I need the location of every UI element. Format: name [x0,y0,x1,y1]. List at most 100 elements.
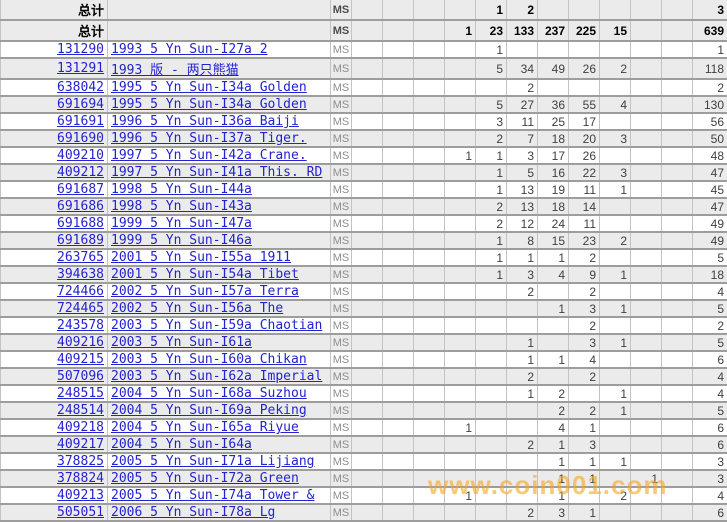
coin-description-link[interactable]: 2006 5 Yn Sun-I78a Lg [111,505,275,520]
catalog-id-link[interactable]: 691688 [57,216,104,231]
catalog-id-cell: 409213 [1,487,108,504]
coin-description-link[interactable]: 2005 5 Yn Sun-I71a Lijiang [111,454,315,469]
catalog-id-link[interactable]: 638042 [57,80,104,95]
coin-description-cell: 2004 5 Yn Sun-I68a Suzhou [108,385,331,402]
coin-description-link[interactable]: 2002 5 Yn Sun-I56a The [111,301,283,316]
coin-description-link[interactable]: 2004 5 Yn Sun-I69a Peking [111,403,307,418]
coin-description-link[interactable]: 2003 5 Yn Sun-I61a [111,335,252,350]
catalog-id-link[interactable]: 248514 [57,403,104,418]
catalog-id-link[interactable]: 409217 [57,437,104,452]
catalog-id-link[interactable]: 409218 [57,420,104,435]
coin-description-link[interactable]: 2001 5 Yn Sun-I55a 1911 [111,250,291,265]
row-total-cell: 2 [693,317,727,334]
count-cell-6: 13 [507,198,538,215]
catalog-id-link[interactable]: 724465 [57,301,104,316]
catalog-id-link[interactable]: 409210 [57,148,104,163]
coin-description-cell: 1993 版 - 两只熊猫 [108,58,331,79]
catalog-id-link[interactable]: 378825 [57,454,104,469]
coin-description-link[interactable]: 1999 5 Yn Sun-I47a [111,216,252,231]
catalog-id-link[interactable]: 263765 [57,250,104,265]
catalog-id-link[interactable]: 505051 [57,505,104,520]
count-cell-5: 23 [476,20,507,41]
count-cell-9: 4 [600,96,631,113]
catalog-id-link[interactable]: 507096 [57,369,104,384]
coin-description-link[interactable]: 1997 5 Yn Sun-I41a This. RD [111,165,322,180]
coin-description-link[interactable]: 2003 5 Yn Sun-I60a Chikan [111,352,307,367]
count-cell-7 [538,79,569,96]
coin-description-link[interactable]: 2004 5 Yn Sun-I65a Riyue [111,420,299,435]
catalog-id-cell: 总计 [1,20,108,41]
grade-ms-cell: MS [331,334,352,351]
count-cell-5: 1 [476,41,507,58]
catalog-id-link[interactable]: 691694 [57,97,104,112]
coin-description-link[interactable]: 2001 5 Yn Sun-I54a Tibet [111,267,299,282]
catalog-id-link[interactable]: 691691 [57,114,104,129]
coin-description-cell [108,20,331,41]
coin-description-link[interactable]: 2004 5 Yn Sun-I64a [111,437,252,452]
count-cell-5: 1 [476,164,507,181]
count-cell-7: 4 [538,266,569,283]
count-cell-1 [352,453,383,470]
count-cell-6: 8 [507,232,538,249]
catalog-id-link[interactable]: 131291 [57,61,104,76]
count-cell-9: 1 [600,402,631,419]
coin-description-link[interactable]: 1996 5 Yn Sun-I36a Baiji [111,114,299,129]
count-cell-10 [631,164,662,181]
coin-description-link[interactable]: 2004 5 Yn Sun-I68a Suzhou [111,386,307,401]
count-cell-4 [445,283,476,300]
count-cell-10 [631,79,662,96]
coin-description-link[interactable]: 1995 5 Yn Sun-I34a Golden [111,80,307,95]
count-cell-7: 1 [538,487,569,504]
catalog-id-link[interactable]: 131290 [57,42,104,57]
catalog-id-link[interactable]: 409216 [57,335,104,350]
catalog-id-link[interactable]: 691690 [57,131,104,146]
count-cell-11 [662,20,693,41]
row-total-cell: 49 [693,215,727,232]
count-cell-9: 1 [600,266,631,283]
count-cell-2 [383,453,414,470]
grade-ms-cell: MS [331,164,352,181]
count-cell-6: 2 [507,368,538,385]
count-cell-5 [476,368,507,385]
coin-description-link[interactable]: 1993 版 - 两只熊猫 [111,63,239,78]
coin-description-link[interactable]: 1997 5 Yn Sun-I42a Crane. [111,148,307,163]
coin-description-link[interactable]: 2003 5 Yn Sun-I62a Imperial [111,369,322,384]
coin-description-cell: 1999 5 Yn Sun-I47a [108,215,331,232]
coin-description-link[interactable]: 1998 5 Yn Sun-I44a [111,182,252,197]
catalog-id-link[interactable]: 248515 [57,386,104,401]
coin-description-link[interactable]: 1999 5 Yn Sun-I46a [111,233,252,248]
catalog-id-link[interactable]: 409215 [57,352,104,367]
count-cell-8: 2 [569,402,600,419]
coin-description-link[interactable]: 1995 5 Yn Sun-I34a Golden [111,97,307,112]
coin-description-link[interactable]: 2002 5 Yn Sun-I57a Terra [111,284,299,299]
count-cell-10 [631,96,662,113]
count-cell-2 [383,266,414,283]
catalog-id-link[interactable]: 691686 [57,199,104,214]
coin-description-link[interactable]: 2003 5 Yn Sun-I59a Chaotian [111,318,322,333]
catalog-id-link[interactable]: 394638 [57,267,104,282]
catalog-id-link[interactable]: 691689 [57,233,104,248]
catalog-id-link[interactable]: 409212 [57,165,104,180]
count-cell-9 [600,504,631,521]
count-cell-11 [662,300,693,317]
count-cell-10 [631,130,662,147]
count-cell-4 [445,334,476,351]
coin-description-link[interactable]: 1996 5 Yn Sun-I37a Tiger. [111,131,307,146]
catalog-id-cell: 724466 [1,283,108,300]
coin-description-link[interactable]: 1993 5 Yn Sun-I27a 2 [111,42,268,57]
coin-description-link[interactable]: 2005 5 Yn Sun-I74a Tower & [111,488,315,503]
catalog-id-link[interactable]: 691687 [57,182,104,197]
count-cell-6: 2 [507,0,538,20]
catalog-id-link[interactable]: 409213 [57,488,104,503]
count-cell-2 [383,317,414,334]
count-cell-11 [662,368,693,385]
count-cell-4 [445,249,476,266]
count-cell-11 [662,79,693,96]
catalog-id-link[interactable]: 243578 [57,318,104,333]
catalog-id-link[interactable]: 724466 [57,284,104,299]
count-cell-7 [538,283,569,300]
coin-description-link[interactable]: 1998 5 Yn Sun-I43a [111,199,252,214]
